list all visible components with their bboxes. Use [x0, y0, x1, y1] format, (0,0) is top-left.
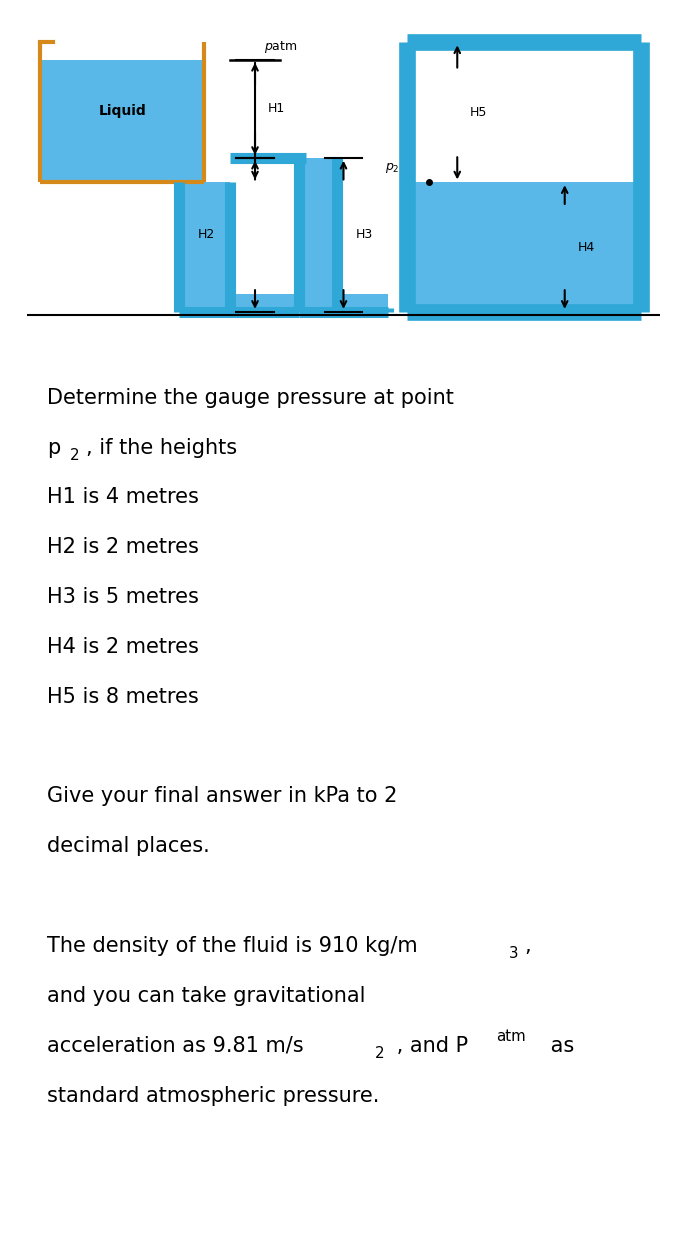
- Text: H1: H1: [268, 102, 285, 115]
- Text: atm: atm: [496, 1029, 526, 1044]
- Text: The density of the fluid is 910 kg/m: The density of the fluid is 910 kg/m: [47, 936, 418, 955]
- Text: standard atmospheric pressure.: standard atmospheric pressure.: [47, 1085, 379, 1105]
- Text: H4 is 2 metres: H4 is 2 metres: [47, 637, 199, 657]
- Text: Give your final answer in kPa to 2: Give your final answer in kPa to 2: [47, 787, 397, 807]
- Text: H2: H2: [198, 229, 216, 241]
- Text: H4: H4: [577, 241, 595, 254]
- Text: p: p: [47, 437, 60, 457]
- Text: Determine the gauge pressure at point: Determine the gauge pressure at point: [47, 388, 453, 408]
- Text: 2: 2: [69, 448, 79, 463]
- Text: acceleration as 9.81 m/s: acceleration as 9.81 m/s: [47, 1035, 304, 1055]
- Text: H3 is 5 metres: H3 is 5 metres: [47, 587, 199, 607]
- Text: 3: 3: [508, 947, 518, 962]
- Text: H5 is 8 metres: H5 is 8 metres: [47, 687, 199, 707]
- Text: as: as: [544, 1035, 574, 1055]
- Text: , if the heights: , if the heights: [86, 437, 237, 457]
- Text: decimal places.: decimal places.: [47, 837, 210, 857]
- Text: H3: H3: [356, 229, 374, 241]
- Text: Liquid: Liquid: [98, 104, 146, 117]
- Text: , and P: , and P: [390, 1035, 469, 1055]
- Text: H5: H5: [470, 106, 487, 119]
- Text: $p_2$: $p_2$: [385, 161, 399, 175]
- Text: ,: ,: [525, 936, 531, 955]
- Text: H1 is 4 metres: H1 is 4 metres: [47, 487, 199, 507]
- Text: 2: 2: [375, 1047, 385, 1062]
- Text: H2 is 2 metres: H2 is 2 metres: [47, 537, 199, 557]
- Text: and you can take gravitational: and you can take gravitational: [47, 985, 365, 1005]
- Text: $\it{p}$atm: $\it{p}$atm: [264, 39, 298, 55]
